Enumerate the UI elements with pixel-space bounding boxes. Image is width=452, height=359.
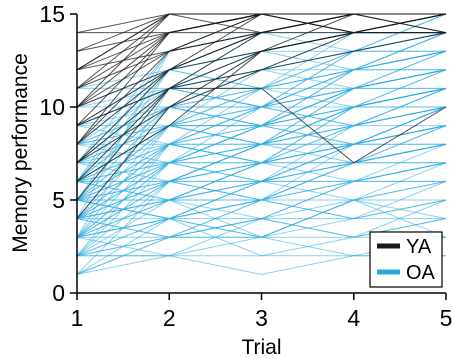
series-oa-line-18 bbox=[76, 50, 447, 182]
series-oa-line-43 bbox=[76, 13, 447, 182]
x-tick-label: 3 bbox=[255, 305, 268, 331]
series-ya-line-16 bbox=[76, 13, 446, 145]
series-ya-line-14 bbox=[76, 32, 446, 201]
series-oa-line-97 bbox=[77, 106, 447, 127]
series-ya-line-5 bbox=[76, 13, 446, 108]
series-oa-line-105 bbox=[76, 199, 447, 238]
series-oa-line-17 bbox=[76, 69, 447, 201]
series-oa-line-93 bbox=[76, 32, 447, 164]
y-axis-label: Memory performance bbox=[9, 53, 32, 253]
y-tick-label: 15 bbox=[39, 1, 65, 27]
series-layer bbox=[76, 13, 447, 275]
series-oa-line-92 bbox=[76, 50, 447, 182]
series-oa-line-71 bbox=[76, 50, 447, 182]
x-tick-label: 5 bbox=[440, 305, 452, 331]
series-oa-line-63 bbox=[76, 32, 447, 164]
series-oa-line-70 bbox=[76, 69, 447, 201]
series-oa-line-35 bbox=[76, 87, 447, 145]
series-oa-line-89 bbox=[76, 32, 446, 238]
series-ya-line-23 bbox=[76, 13, 447, 219]
series-ya-line-19 bbox=[76, 13, 446, 108]
series-ya-line-26 bbox=[76, 87, 447, 164]
series-ya-line-10 bbox=[76, 13, 446, 145]
series-ya-line-17 bbox=[76, 13, 446, 71]
series-oa-line-16 bbox=[76, 87, 447, 220]
series-oa-line-96 bbox=[76, 125, 447, 145]
series-ya-line-7 bbox=[76, 13, 447, 71]
series-oa-line-33 bbox=[76, 125, 447, 182]
series-ya-line-25 bbox=[77, 13, 446, 34]
y-tick-label: 5 bbox=[52, 187, 65, 213]
series-ya-line-24 bbox=[76, 13, 446, 145]
series-ya-line-20 bbox=[76, 13, 446, 182]
series-oa-line-94 bbox=[76, 87, 447, 219]
series-ya-line-27 bbox=[76, 13, 447, 108]
series-oa-line-19 bbox=[76, 106, 447, 238]
series-ya-line-15 bbox=[76, 32, 447, 164]
x-tick-label: 1 bbox=[71, 305, 84, 331]
series-oa-line-32 bbox=[76, 143, 447, 201]
series-oa-line-31 bbox=[76, 162, 447, 220]
series-ya-line-28 bbox=[76, 13, 446, 71]
series-oa-line-72 bbox=[76, 32, 447, 164]
series-oa-line-30 bbox=[76, 180, 447, 238]
series-oa-line-74 bbox=[76, 32, 447, 127]
legend-box bbox=[369, 231, 443, 288]
series-ya-line-1 bbox=[76, 13, 446, 71]
legend-label-ya: YA bbox=[406, 236, 432, 258]
series-ya-line-3 bbox=[76, 13, 446, 34]
series-ya bbox=[76, 13, 447, 219]
axes-layer: 0 5 10 15 1 2 3 4 5 Trial Memory performance bbox=[9, 1, 452, 359]
y-tick-label: 0 bbox=[52, 280, 65, 306]
series-oa-line-91 bbox=[76, 69, 447, 201]
series-oa-line-59 bbox=[76, 32, 447, 89]
x-tick-label: 2 bbox=[163, 305, 176, 331]
series-oa-line-68 bbox=[76, 106, 447, 238]
series-oa-line-58 bbox=[76, 50, 447, 108]
series-oa-line-73 bbox=[76, 13, 447, 145]
series-oa-line-34 bbox=[76, 106, 447, 164]
y-tick-label: 10 bbox=[39, 94, 65, 120]
series-ya-line-9 bbox=[76, 13, 446, 108]
series-oa-line-47 bbox=[76, 13, 447, 108]
x-tick-label: 4 bbox=[347, 305, 360, 331]
series-oa-line-95 bbox=[76, 106, 447, 238]
series-oa-line-88 bbox=[76, 13, 447, 182]
series-oa-line-98 bbox=[77, 87, 447, 108]
legend-label-oa: OA bbox=[406, 262, 436, 284]
series-oa-line-69 bbox=[76, 87, 447, 220]
legend: YA OA bbox=[369, 231, 443, 288]
x-axis-label: Trial bbox=[241, 336, 281, 359]
series-oa-line-99 bbox=[77, 69, 447, 89]
